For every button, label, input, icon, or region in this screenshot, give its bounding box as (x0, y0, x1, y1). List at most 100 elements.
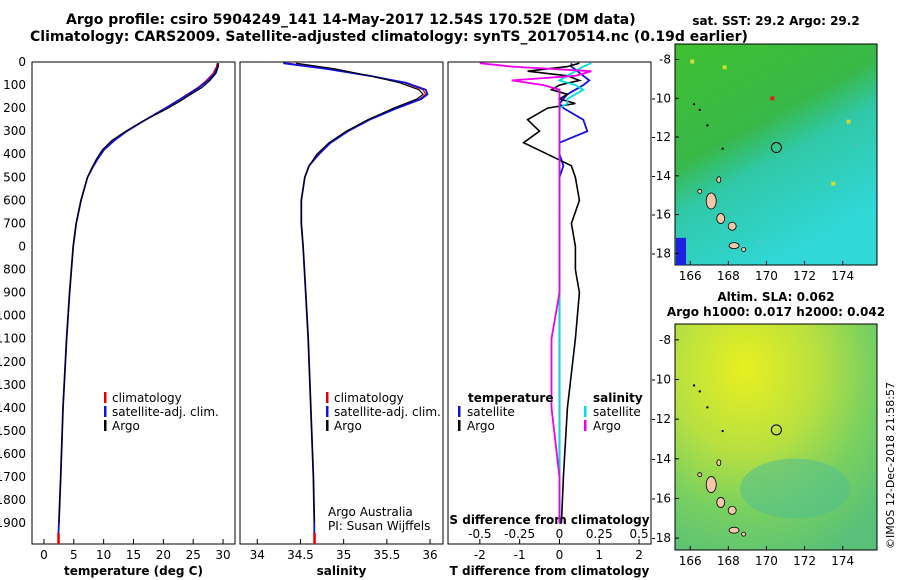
x-tick-label: 34.5 (287, 548, 314, 562)
chart-title-line1: Argo profile: csiro 5904249_141 14-May-2… (66, 12, 636, 28)
temp-legend-label: satellite-adj. clim. (112, 405, 219, 419)
depth-tick-label: 1700 (0, 470, 26, 484)
s-diff-xlabel: S difference from climatology (449, 513, 649, 527)
island-shape (728, 526, 740, 534)
depth-tick-label: 200 (3, 101, 26, 115)
depth-tick-label: 600 (3, 193, 26, 207)
depth-tick-label: 100 (3, 78, 26, 92)
argo-position-marker (770, 142, 782, 154)
map-lat-label: -12 (651, 130, 671, 144)
map-lat-label: -18 (651, 246, 671, 260)
map-lon-label: 172 (793, 554, 816, 568)
sal-legend-swatch (326, 420, 329, 431)
map-lat-label: -8 (659, 53, 671, 67)
x-tick-label: 35 (336, 548, 351, 562)
credit-note-argo-australia: Argo Australia (328, 505, 413, 519)
x-tick-label: 20 (156, 548, 171, 562)
map-lat-label: -14 (651, 452, 671, 466)
diff-series-s-argo (479, 62, 592, 524)
sst-speckle (756, 239, 761, 244)
depth-tick-label: 700 (3, 216, 26, 230)
sal-bottom-marker (313, 533, 316, 544)
island-shape (705, 192, 717, 210)
s-diff-tick-label: 0 (556, 527, 564, 541)
sst-speckle (831, 181, 836, 186)
credit-note-pi: PI: Susan Wijffels (328, 519, 430, 533)
island-shape (728, 242, 740, 250)
sal-legend-label: climatology (334, 391, 404, 405)
map-lon-label: 168 (717, 269, 740, 283)
copyright-credit: ©IMOS 12-Dec-2018 21:58:57 (884, 382, 897, 549)
argo-position-marker (770, 424, 782, 436)
x-tick-label: 0 (40, 548, 48, 562)
map-lon-label: 174 (831, 554, 854, 568)
map-lat-label: -16 (651, 491, 671, 505)
map-lon-label: 174 (831, 269, 854, 283)
chart-title-line2: Climatology: CARS2009. Satellite-adjuste… (30, 29, 748, 45)
diff-series-t-argo (522, 62, 583, 524)
diff-legend-swatch (584, 406, 587, 417)
map-lon-label: 166 (679, 554, 702, 568)
salinity-profile-xlabel: salinity (317, 564, 367, 578)
island-shape (727, 505, 737, 515)
sst-map-field (674, 43, 878, 266)
islet-dot (706, 406, 709, 409)
map-lon-label: 170 (755, 554, 778, 568)
island-shape (716, 459, 722, 467)
sst-speckle (770, 96, 775, 101)
island-shape (741, 247, 747, 252)
sst-speckle (690, 59, 695, 64)
depth-tick-label: 1600 (0, 447, 26, 461)
diff-legend-swatch (584, 420, 587, 431)
islet-dot (692, 102, 696, 106)
island-shape (705, 476, 717, 493)
depth-tick-label: 1900 (0, 516, 26, 530)
x-tick-label: 35.5 (373, 548, 400, 562)
x-tick-label: 30 (215, 548, 230, 562)
diff-legend-label: satellite (467, 405, 515, 419)
sst-speckle (846, 119, 851, 124)
depth-tick-label: 300 (3, 124, 26, 138)
sal-legend-label: Argo (334, 419, 362, 433)
temperature-profile-xlabel: temperature (deg C) (64, 564, 203, 578)
temp-legend-label: Argo (112, 419, 140, 433)
diff-legend-swatch (458, 420, 461, 431)
island-shape (716, 213, 726, 224)
map-lat-label: -12 (651, 412, 671, 426)
depth-tick-label: 1400 (0, 401, 26, 415)
sst-map-title: sat. SST: 29.2 Argo: 29.2 (692, 14, 859, 28)
s-diff-tick-label: 0.25 (586, 527, 613, 541)
sla-map-title: Altim. SLA: 0.062 (717, 290, 834, 304)
x-tick-label: 36 (422, 548, 437, 562)
island-shape (741, 531, 747, 537)
depth-tick-label: 500 (3, 170, 26, 184)
sal-series-argo (296, 62, 424, 524)
islet-dot (698, 108, 701, 112)
x-tick-label: -1 (514, 548, 526, 562)
diff-legend-swatch (458, 406, 461, 417)
depth-tick-label: 0 (18, 239, 26, 253)
x-tick-label: 25 (186, 548, 201, 562)
island-shape (727, 221, 737, 231)
s-diff-tick-label: -0.25 (504, 527, 535, 541)
x-tick-label: 0 (556, 548, 564, 562)
sst-speckle (854, 142, 859, 147)
temp-legend-swatch (104, 420, 107, 431)
temperature-profile-frame (31, 61, 236, 545)
x-tick-label: 15 (126, 548, 141, 562)
map-lat-label: -18 (651, 531, 671, 545)
islet-dot (721, 429, 724, 433)
x-tick-label: 34 (250, 548, 265, 562)
difference-profile-frame (447, 61, 652, 545)
x-tick-label: 10 (96, 548, 111, 562)
depth-tick-label: 800 (3, 263, 26, 277)
sst-blue-patch (676, 237, 686, 265)
temp-legend-swatch (104, 392, 107, 403)
islet-dot (692, 384, 696, 387)
diff-legend-label: satellite (593, 405, 641, 419)
temp-legend-label: climatology (112, 391, 182, 405)
map-lat-label: -14 (651, 169, 671, 183)
depth-tick-label: 1100 (0, 332, 26, 346)
sal-legend-label: satellite-adj. clim. (334, 405, 441, 419)
